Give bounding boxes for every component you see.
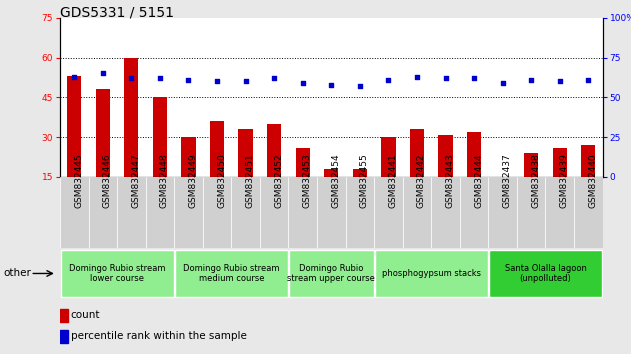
- Text: GSM832440: GSM832440: [588, 153, 598, 208]
- Point: [555, 79, 565, 84]
- Bar: [467, 132, 481, 177]
- Bar: [203, 177, 232, 248]
- Point: [98, 70, 108, 76]
- Point: [355, 83, 365, 89]
- Bar: [96, 89, 110, 177]
- Bar: [153, 97, 167, 177]
- Bar: [60, 331, 68, 343]
- Bar: [146, 177, 174, 248]
- Text: GSM832443: GSM832443: [445, 153, 454, 208]
- Point: [155, 75, 165, 81]
- Bar: [67, 76, 81, 177]
- Bar: [181, 137, 196, 177]
- Bar: [60, 177, 88, 248]
- Bar: [581, 145, 596, 177]
- Text: Domingo Rubio stream
lower course: Domingo Rubio stream lower course: [69, 264, 165, 283]
- Text: GSM832439: GSM832439: [560, 153, 569, 208]
- Bar: [524, 153, 538, 177]
- Text: GSM832437: GSM832437: [503, 153, 512, 208]
- Point: [126, 75, 136, 81]
- Point: [326, 82, 336, 87]
- Bar: [239, 129, 253, 177]
- Text: GSM832447: GSM832447: [131, 153, 140, 208]
- Bar: [317, 177, 346, 248]
- Bar: [295, 148, 310, 177]
- Text: count: count: [70, 310, 100, 320]
- Bar: [346, 177, 374, 248]
- Bar: [410, 129, 424, 177]
- Text: GDS5331 / 5151: GDS5331 / 5151: [60, 5, 174, 19]
- Bar: [403, 177, 431, 248]
- Bar: [210, 121, 224, 177]
- Point: [440, 75, 451, 81]
- Text: GSM832446: GSM832446: [103, 153, 112, 208]
- Bar: [61, 250, 174, 297]
- Text: GSM832449: GSM832449: [189, 153, 198, 208]
- Bar: [374, 177, 403, 248]
- Bar: [232, 177, 260, 248]
- Bar: [545, 177, 574, 248]
- Bar: [460, 177, 488, 248]
- Bar: [375, 250, 488, 297]
- Point: [240, 79, 251, 84]
- Point: [212, 79, 222, 84]
- Bar: [117, 177, 146, 248]
- Bar: [175, 250, 288, 297]
- Bar: [124, 57, 138, 177]
- Bar: [488, 177, 517, 248]
- Text: GSM832445: GSM832445: [74, 153, 83, 208]
- Point: [298, 80, 308, 86]
- Text: Domingo Rubio stream
medium course: Domingo Rubio stream medium course: [183, 264, 280, 283]
- Text: percentile rank within the sample: percentile rank within the sample: [71, 331, 247, 341]
- Text: GSM832454: GSM832454: [331, 153, 340, 208]
- Text: GSM832453: GSM832453: [303, 153, 312, 208]
- Text: Santa Olalla lagoon
(unpolluted): Santa Olalla lagoon (unpolluted): [505, 264, 586, 283]
- Text: GSM832448: GSM832448: [160, 153, 169, 208]
- Text: GSM832451: GSM832451: [245, 153, 254, 208]
- Text: other: other: [3, 268, 31, 279]
- Bar: [174, 177, 203, 248]
- Bar: [431, 177, 460, 248]
- Point: [526, 77, 536, 83]
- Point: [184, 77, 194, 83]
- Bar: [353, 169, 367, 177]
- Text: GSM832442: GSM832442: [417, 153, 426, 208]
- Text: GSM832455: GSM832455: [360, 153, 369, 208]
- Text: GSM832441: GSM832441: [389, 153, 398, 208]
- Bar: [260, 177, 288, 248]
- Bar: [553, 148, 567, 177]
- Bar: [495, 177, 510, 182]
- Bar: [60, 309, 68, 321]
- Bar: [88, 177, 117, 248]
- Bar: [517, 177, 545, 248]
- Point: [498, 80, 508, 86]
- Bar: [489, 250, 602, 297]
- Text: GSM832452: GSM832452: [274, 153, 283, 208]
- Point: [384, 77, 394, 83]
- Point: [69, 74, 80, 79]
- Bar: [288, 177, 317, 248]
- Text: phosphogypsum stacks: phosphogypsum stacks: [382, 269, 481, 278]
- Bar: [381, 137, 396, 177]
- Bar: [574, 177, 603, 248]
- Text: GSM832444: GSM832444: [474, 153, 483, 208]
- Text: GSM832438: GSM832438: [531, 153, 540, 208]
- Bar: [324, 169, 338, 177]
- Bar: [289, 250, 374, 297]
- Point: [269, 75, 279, 81]
- Text: Domingo Rubio
stream upper course: Domingo Rubio stream upper course: [287, 264, 375, 283]
- Point: [412, 74, 422, 79]
- Point: [583, 77, 593, 83]
- Point: [469, 75, 479, 81]
- Text: GSM832450: GSM832450: [217, 153, 226, 208]
- Bar: [267, 124, 281, 177]
- Bar: [439, 135, 452, 177]
